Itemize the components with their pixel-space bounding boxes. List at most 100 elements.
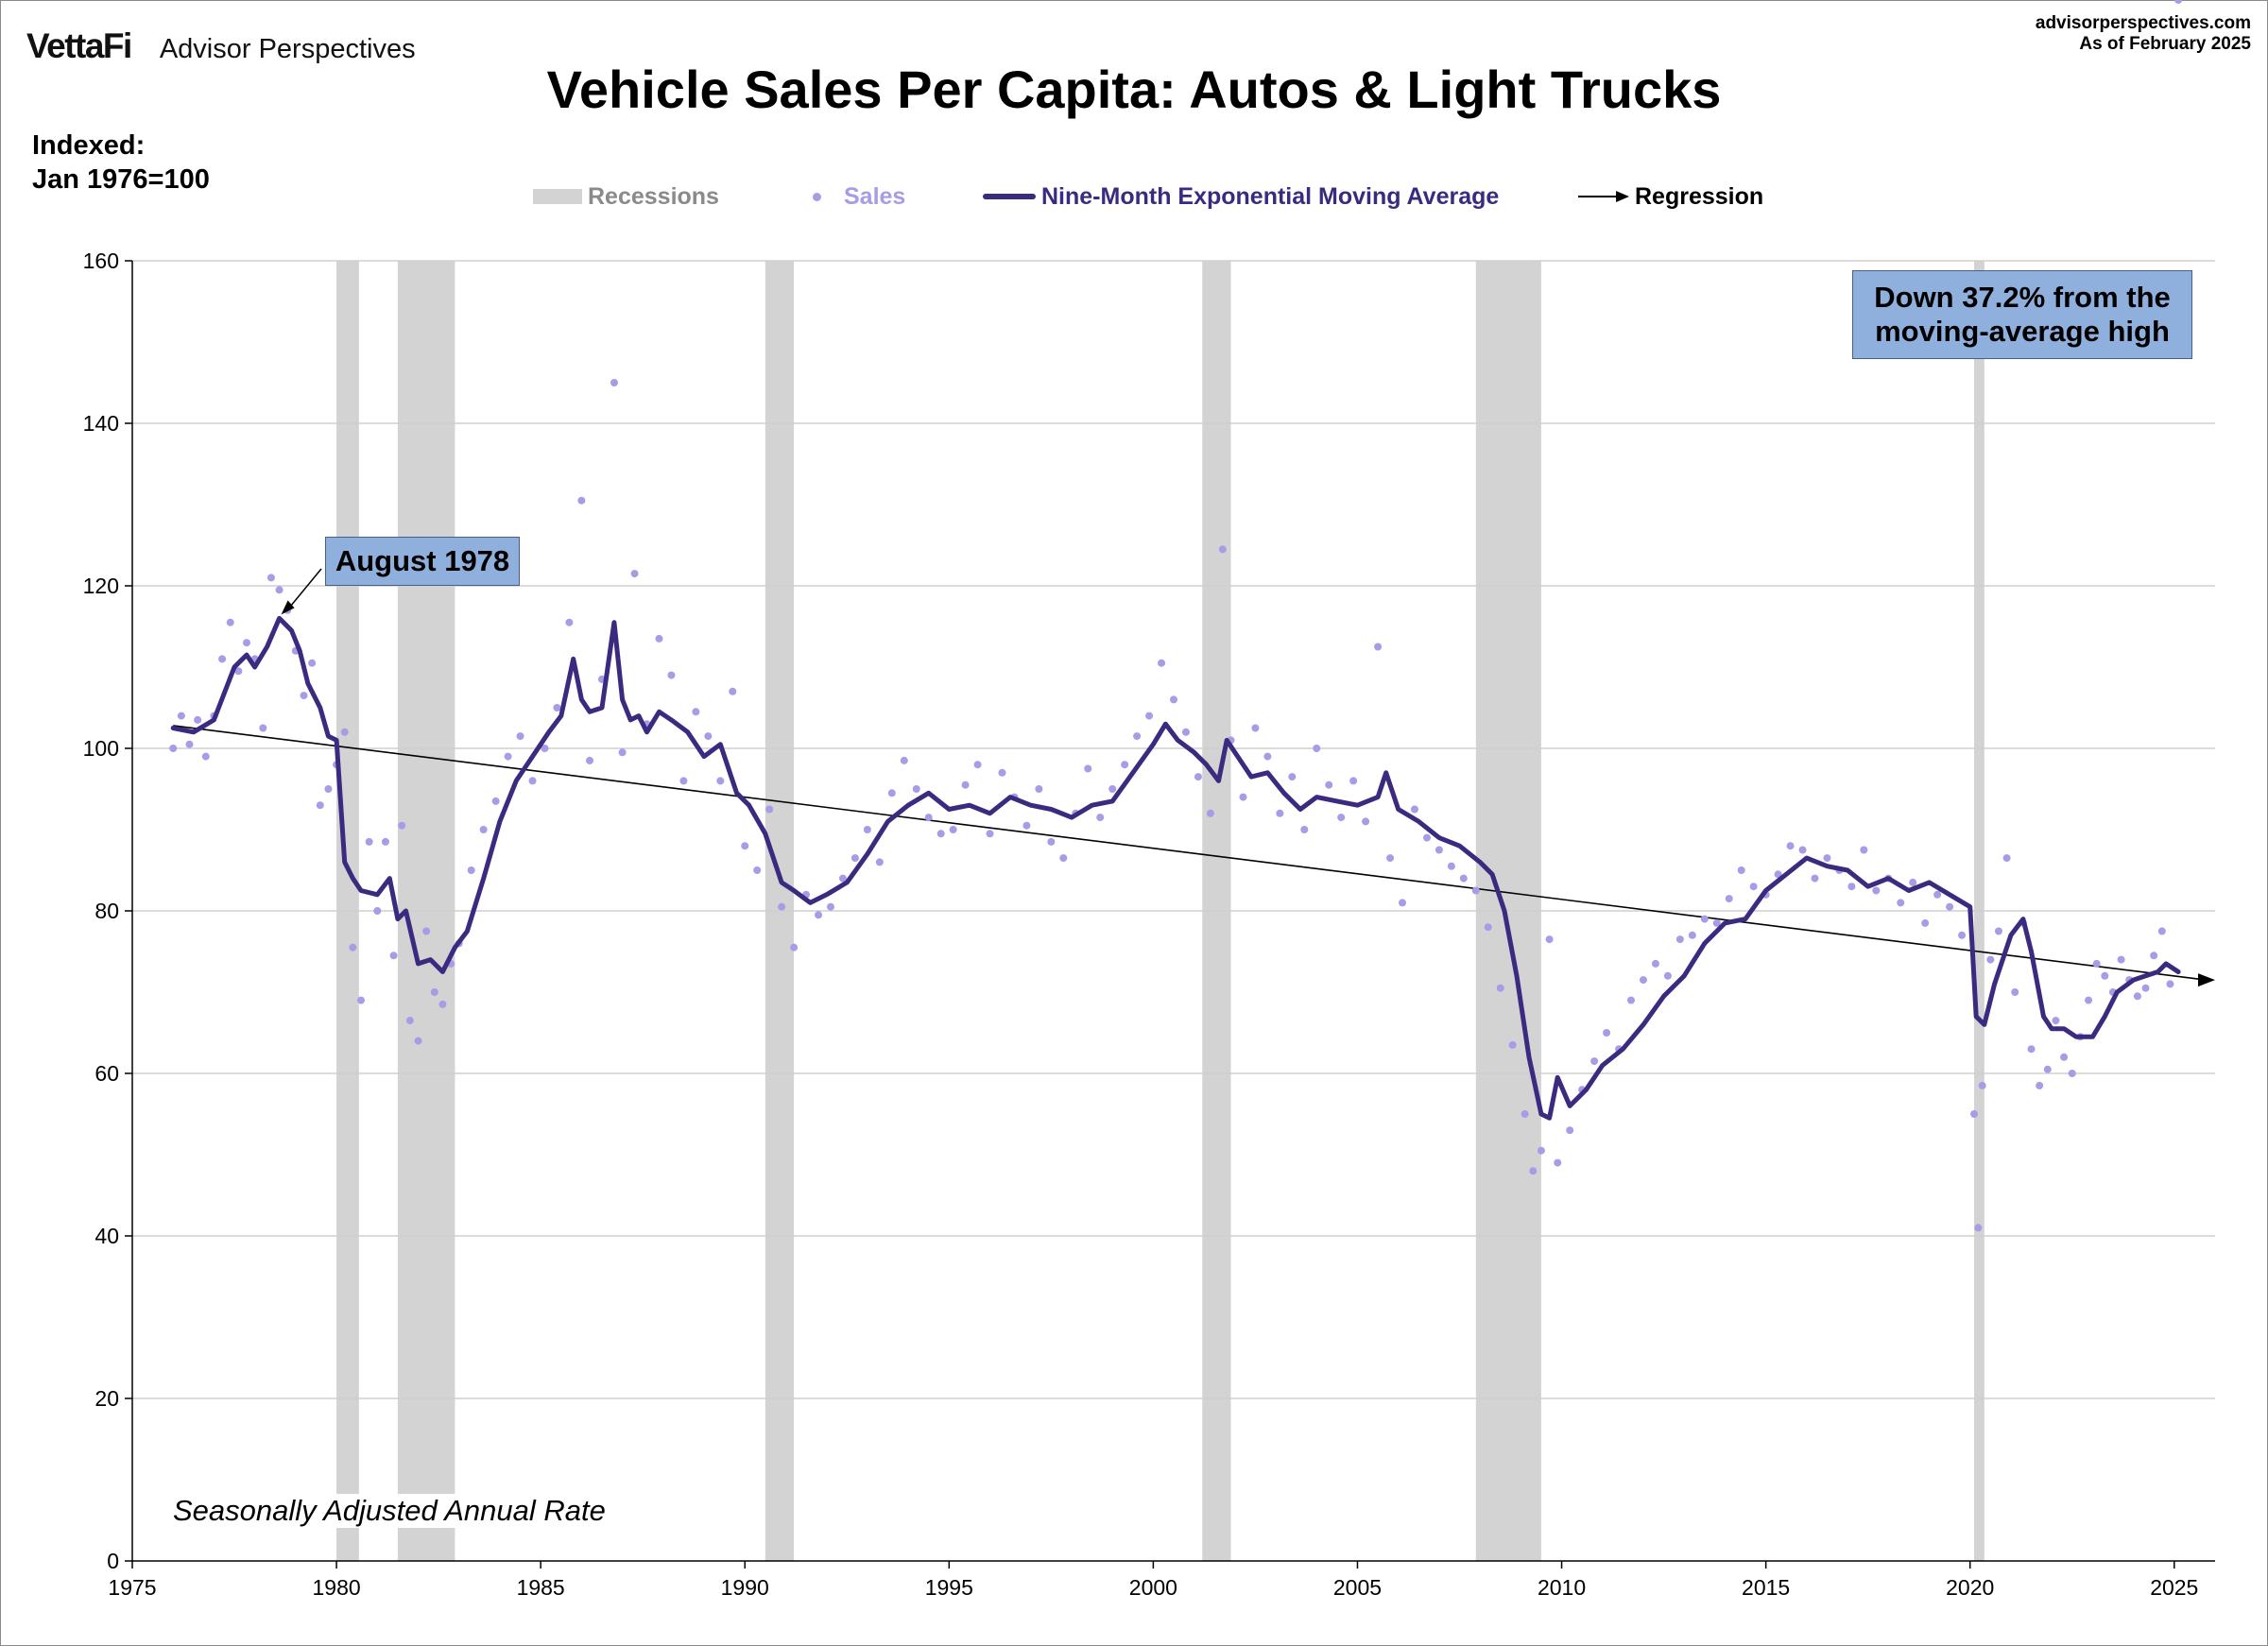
- legend-item-regression[interactable]: Regression: [1576, 180, 1763, 214]
- sales-point: [479, 826, 488, 833]
- peak-leader-line: [289, 568, 322, 607]
- sales-point: [961, 780, 970, 789]
- sales-point: [1362, 817, 1370, 826]
- sales-point: [1974, 1224, 1983, 1232]
- sales-point: [1970, 1110, 1979, 1118]
- sales-point: [2068, 1070, 2076, 1077]
- sales-point: [2101, 971, 2109, 980]
- site-url[interactable]: advisorperspectives.com: [2035, 13, 2251, 33]
- sales-point: [1263, 752, 1272, 761]
- sales-point: [900, 756, 908, 764]
- index-label: Indexed: Jan 1976=100: [32, 129, 210, 197]
- y-tick-label: 80: [94, 899, 119, 923]
- regression-arrowhead: [2198, 973, 2215, 987]
- sales-point: [1471, 886, 1480, 895]
- sales-point: [430, 988, 438, 996]
- y-tick-label: 140: [83, 411, 119, 436]
- sales-point: [194, 715, 202, 724]
- sales-point: [2036, 1081, 2044, 1089]
- sales-point: [308, 659, 317, 667]
- sales-point: [973, 761, 982, 769]
- gridlines: [132, 260, 2215, 1399]
- sales-point: [912, 785, 920, 793]
- legend-ema-swatch: [983, 194, 1036, 199]
- sales-point: [1554, 1158, 1562, 1167]
- sales-point: [1639, 976, 1647, 985]
- sales-point: [467, 866, 475, 874]
- x-tick-label: 2000: [1129, 1575, 1177, 1600]
- sales-point: [936, 830, 945, 838]
- sales-point: [618, 748, 627, 757]
- legend-item-sales[interactable]: Sales: [805, 180, 905, 214]
- sales-point: [1921, 918, 1930, 927]
- sales-point: [826, 902, 834, 911]
- sales-point: [438, 1000, 447, 1008]
- sales-point: [778, 902, 786, 911]
- sales-point: [1651, 959, 1659, 968]
- footnote: Seasonally Adjusted Annual Rate: [173, 1494, 606, 1528]
- sales-point: [1059, 854, 1068, 863]
- x-tick-label: 2020: [1946, 1575, 1994, 1600]
- sales-point: [729, 687, 737, 695]
- sales-point: [1484, 923, 1492, 932]
- sales-point: [863, 826, 871, 833]
- regression-line: [173, 725, 2215, 987]
- sales-point: [1374, 643, 1383, 651]
- sales-point: [1022, 821, 1031, 830]
- sales-point: [1823, 854, 1831, 863]
- sales-point: [586, 756, 594, 764]
- sales-point: [838, 874, 847, 883]
- legend-recession-swatch: [533, 189, 582, 204]
- sales-point: [504, 752, 512, 761]
- sales-point: [1590, 1057, 1599, 1066]
- sales-point: [243, 639, 251, 647]
- sales-point: [577, 496, 586, 505]
- legend-item-recessions[interactable]: Recessions: [533, 180, 719, 214]
- legend-regression-label: Regression: [1635, 182, 1764, 210]
- sales-point: [218, 655, 227, 663]
- sales-point: [1181, 728, 1190, 736]
- sales-point: [491, 797, 500, 805]
- x-tick-label: 2005: [1333, 1575, 1382, 1600]
- sales-point: [226, 618, 234, 626]
- sales-point: [1872, 886, 1881, 895]
- sales-point: [986, 830, 994, 838]
- sales-point: [357, 996, 366, 1004]
- sales-point: [2133, 992, 2141, 1001]
- sales-point: [2043, 1065, 2052, 1073]
- vettafi-logo: VettaFi: [26, 26, 132, 65]
- index-label-line2: Jan 1976=100: [32, 164, 210, 195]
- sales-point: [610, 379, 618, 386]
- sales-point: [815, 911, 823, 919]
- sales-point: [259, 724, 267, 732]
- sales-point: [1521, 1110, 1529, 1118]
- sales-point: [1986, 955, 1995, 964]
- ema-series: [170, 615, 2181, 1121]
- legend-item-ema[interactable]: Nine-Month Exponential Moving Average: [983, 180, 1499, 214]
- sales-point: [1566, 1126, 1574, 1135]
- sales-point: [790, 943, 799, 952]
- sales-point: [1251, 724, 1260, 732]
- sales-point: [875, 858, 884, 866]
- site-info: advisorperspectives.com As of February 2…: [2036, 13, 2251, 55]
- sales-point: [1786, 842, 1795, 850]
- x-tick-label: 1985: [517, 1575, 565, 1600]
- sales-point: [1047, 837, 1056, 846]
- sales-point: [1897, 899, 1905, 907]
- sales-point: [949, 826, 957, 833]
- sales-point: [850, 854, 859, 863]
- brand-name: Advisor Perspectives: [159, 34, 416, 64]
- legend-recessions-label: Recessions: [588, 182, 719, 210]
- regression-line: [173, 725, 2203, 981]
- sales-point: [2157, 927, 2166, 935]
- sales-point: [1688, 931, 1696, 939]
- sales-point: [300, 692, 308, 700]
- sales-point: [389, 952, 398, 960]
- y-tick-label: 0: [107, 1549, 119, 1573]
- sales-point: [1121, 761, 1129, 769]
- sales-point: [1933, 890, 1942, 899]
- sales-point: [1399, 899, 1407, 907]
- x-tick-label: 1995: [925, 1575, 973, 1600]
- sales-point: [2052, 1017, 2060, 1025]
